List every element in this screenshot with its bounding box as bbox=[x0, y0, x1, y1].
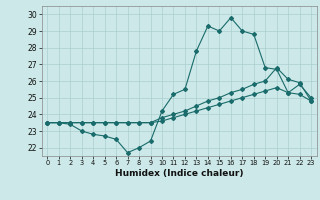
X-axis label: Humidex (Indice chaleur): Humidex (Indice chaleur) bbox=[115, 169, 244, 178]
